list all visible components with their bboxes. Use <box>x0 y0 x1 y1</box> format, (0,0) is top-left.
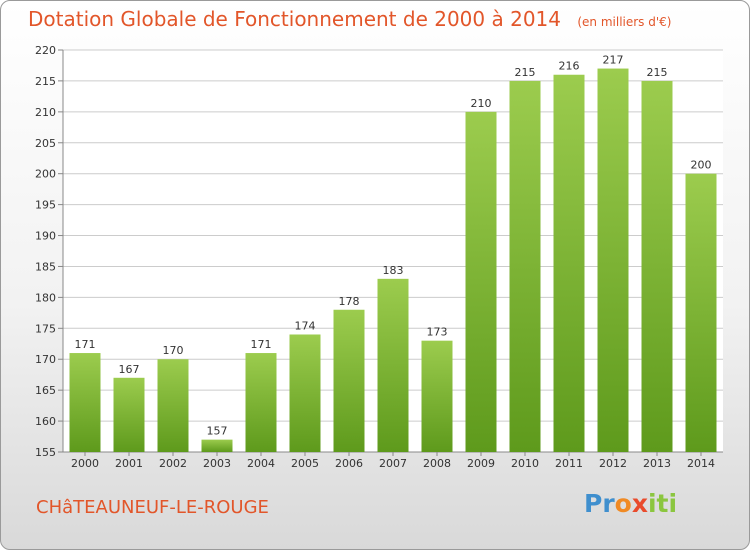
y-tick-label: 220 <box>35 44 56 57</box>
bar-2000 <box>69 353 101 452</box>
y-tick-label: 185 <box>35 260 56 273</box>
bar-2012 <box>597 68 629 453</box>
data-label-2011: 216 <box>559 60 580 73</box>
logo-part-2: o <box>614 489 632 518</box>
bar-2011 <box>553 74 585 452</box>
y-tick-label: 210 <box>35 106 56 119</box>
data-label-2006: 178 <box>339 295 360 308</box>
y-tick-label: 155 <box>35 446 56 459</box>
y-tick-label: 195 <box>35 199 56 212</box>
data-label-2002: 170 <box>163 344 184 357</box>
data-label-2003: 157 <box>207 425 228 438</box>
bar-2004 <box>245 353 277 452</box>
bar-2010 <box>509 80 541 452</box>
bar-2003 <box>201 439 233 452</box>
y-tick-label: 180 <box>35 291 56 304</box>
x-tick-label-2004: 2004 <box>247 457 275 470</box>
data-label-2014: 200 <box>691 159 712 172</box>
data-label-2010: 215 <box>515 66 536 79</box>
x-tick-label-2014: 2014 <box>687 457 715 470</box>
chart-title-text: Dotation Globale de Fonctionnement de 20… <box>28 7 561 31</box>
x-tick-label-2001: 2001 <box>115 457 143 470</box>
x-tick-label-2002: 2002 <box>159 457 187 470</box>
x-tick-label-2013: 2013 <box>643 457 671 470</box>
data-label-2009: 210 <box>471 97 492 110</box>
x-tick-label-2010: 2010 <box>511 457 539 470</box>
y-tick-label: 170 <box>35 353 56 366</box>
x-tick-label-2011: 2011 <box>555 457 583 470</box>
x-tick-label-2007: 2007 <box>379 457 407 470</box>
logo-part-3: x <box>631 489 648 518</box>
x-tick-label-2005: 2005 <box>291 457 319 470</box>
logo-part-1: Pr <box>584 489 615 518</box>
chart-subtitle: (en milliers d'€) <box>577 15 672 29</box>
data-label-2004: 171 <box>251 338 272 351</box>
bar-2009 <box>465 111 497 452</box>
chart-title: Dotation Globale de Fonctionnement de 20… <box>28 7 671 31</box>
bar-2002 <box>157 359 189 452</box>
proxiti-logo: Proxiti <box>584 489 677 518</box>
bar-2008 <box>421 340 453 452</box>
y-tick-label: 190 <box>35 230 56 243</box>
data-label-2013: 215 <box>647 66 668 79</box>
bar-2006 <box>333 309 365 452</box>
bar-2014 <box>685 173 717 452</box>
data-label-2000: 171 <box>75 338 96 351</box>
location-label: CHâTEAUNEUF-LE-ROUGE <box>36 497 269 518</box>
y-tick-label: 215 <box>35 75 56 88</box>
bar-2013 <box>641 80 673 452</box>
data-label-2005: 174 <box>295 319 316 332</box>
data-label-2007: 183 <box>383 264 404 277</box>
x-tick-label-2003: 2003 <box>203 457 231 470</box>
data-label-2012: 217 <box>603 54 624 67</box>
x-tick-label-2009: 2009 <box>467 457 495 470</box>
y-tick-label: 165 <box>35 384 56 397</box>
x-tick-label-2012: 2012 <box>599 457 627 470</box>
y-tick-label: 175 <box>35 322 56 335</box>
y-tick-label: 160 <box>35 415 56 428</box>
y-tick-label: 205 <box>35 137 56 150</box>
x-tick-label-2008: 2008 <box>423 457 451 470</box>
x-tick-label-2006: 2006 <box>335 457 363 470</box>
y-tick-label: 200 <box>35 168 56 181</box>
x-tick-label-2000: 2000 <box>71 457 99 470</box>
bar-2005 <box>289 334 321 452</box>
data-label-2001: 167 <box>119 363 140 376</box>
bar-2007 <box>377 278 409 452</box>
logo-part-4: iti <box>647 489 678 518</box>
bar-2001 <box>113 377 145 452</box>
data-label-2008: 173 <box>427 326 448 339</box>
